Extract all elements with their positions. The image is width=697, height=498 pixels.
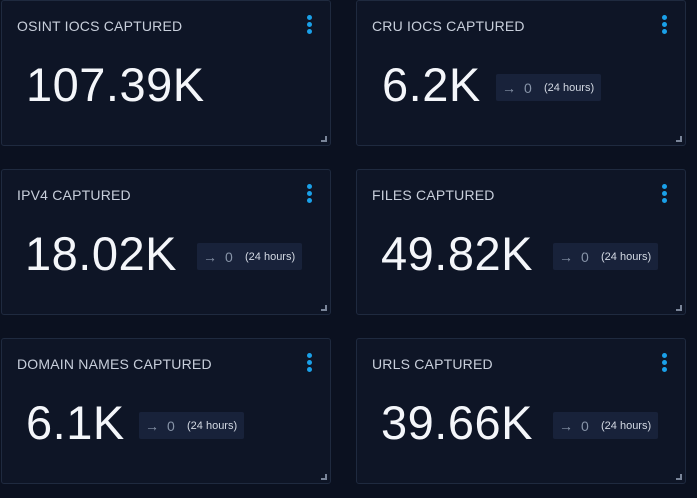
- arrow-right-icon: →: [203, 248, 217, 265]
- card-title: CRU IOCS CAPTURED: [372, 18, 525, 34]
- trend-delta: 0: [581, 417, 589, 434]
- arrow-right-icon: →: [559, 248, 573, 265]
- card-value: 6.2K: [382, 58, 481, 111]
- card-urls: URLS CAPTURED 39.66K → 0 (24 hours): [356, 338, 686, 484]
- resize-handle-icon[interactable]: [321, 136, 327, 142]
- trend-period: (24 hours): [601, 250, 652, 263]
- card-title: OSINT IOCS CAPTURED: [17, 18, 183, 34]
- kebab-menu-icon[interactable]: [660, 182, 668, 206]
- card-value: 107.39K: [26, 58, 205, 111]
- trend-delta: 0: [581, 248, 589, 265]
- trend-delta: 0: [167, 417, 175, 434]
- card-cru-iocs: CRU IOCS CAPTURED 6.2K → 0 (24 hours): [356, 0, 686, 146]
- card-osint-iocs: OSINT IOCS CAPTURED 107.39K: [1, 0, 331, 146]
- trend-period: (24 hours): [601, 419, 652, 432]
- arrow-right-icon: →: [559, 417, 573, 434]
- card-files: FILES CAPTURED 49.82K → 0 (24 hours): [356, 169, 686, 315]
- card-title: IPV4 CAPTURED: [17, 187, 131, 203]
- card-domain-names: DOMAIN NAMES CAPTURED 6.1K → 0 (24 hours…: [1, 338, 331, 484]
- kebab-menu-icon[interactable]: [305, 13, 313, 37]
- card-title: URLS CAPTURED: [372, 356, 493, 372]
- trend-badge: → 0 (24 hours): [496, 74, 601, 101]
- card-ipv4: IPV4 CAPTURED 18.02K → 0 (24 hours): [1, 169, 331, 315]
- resize-handle-icon[interactable]: [321, 305, 327, 311]
- trend-badge: → 0 (24 hours): [553, 412, 658, 439]
- resize-handle-icon[interactable]: [321, 474, 327, 480]
- trend-period: (24 hours): [187, 419, 238, 432]
- trend-delta: 0: [225, 248, 233, 265]
- arrow-right-icon: →: [502, 79, 516, 96]
- kebab-menu-icon[interactable]: [660, 13, 668, 37]
- card-title: FILES CAPTURED: [372, 187, 495, 203]
- kebab-menu-icon[interactable]: [305, 182, 313, 206]
- trend-badge: → 0 (24 hours): [197, 243, 302, 270]
- trend-badge: → 0 (24 hours): [553, 243, 658, 270]
- trend-badge: → 0 (24 hours): [139, 412, 244, 439]
- card-value: 49.82K: [381, 227, 533, 280]
- resize-handle-icon[interactable]: [676, 474, 682, 480]
- trend-delta: 0: [524, 79, 532, 96]
- trend-period: (24 hours): [245, 250, 296, 263]
- kebab-menu-icon[interactable]: [305, 351, 313, 375]
- card-value: 6.1K: [26, 396, 125, 449]
- arrow-right-icon: →: [145, 417, 159, 434]
- card-value: 18.02K: [25, 227, 177, 280]
- resize-handle-icon[interactable]: [676, 136, 682, 142]
- kebab-menu-icon[interactable]: [660, 351, 668, 375]
- resize-handle-icon[interactable]: [676, 305, 682, 311]
- trend-period: (24 hours): [544, 81, 595, 94]
- card-title: DOMAIN NAMES CAPTURED: [17, 356, 212, 372]
- card-value: 39.66K: [381, 396, 533, 449]
